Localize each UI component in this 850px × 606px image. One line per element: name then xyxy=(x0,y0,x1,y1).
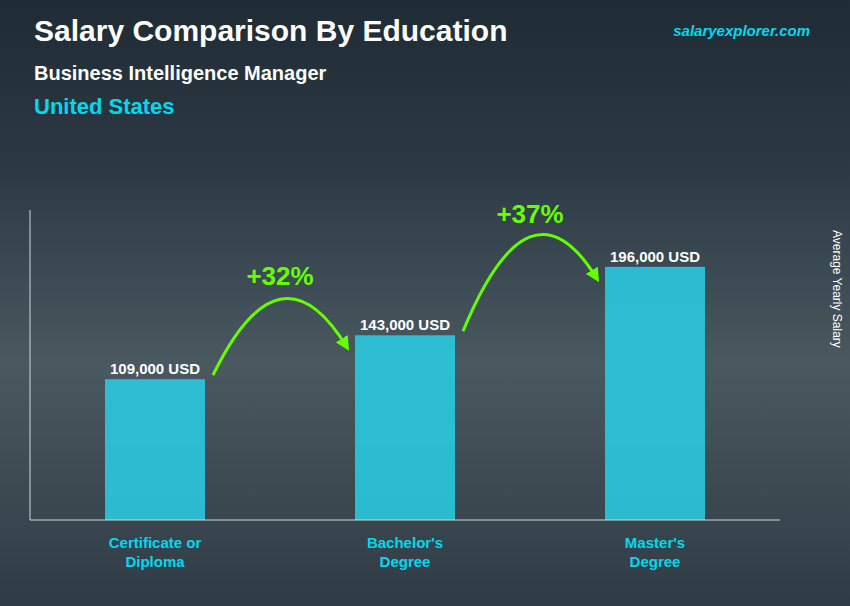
html-text:salaryexplorer.com: salaryexplorer.com xyxy=(673,22,810,39)
svg-text:+37%: +37% xyxy=(496,199,563,229)
svg-text:196,000 USD: 196,000 USD xyxy=(610,248,700,265)
svg-text:143,000 USD: 143,000 USD xyxy=(360,316,450,333)
svg-text:Bachelor'sDegree: Bachelor'sDegree xyxy=(367,534,443,570)
html-text:Salary Comparison By Education: Salary Comparison By Education xyxy=(34,14,508,47)
svg-text:+32%: +32% xyxy=(246,261,313,291)
html-text:United States: United States xyxy=(34,94,175,119)
html-text:Average Yearly Salary: Average Yearly Salary xyxy=(830,230,844,348)
svg-text:109,000 USD: 109,000 USD xyxy=(110,360,200,377)
html-text:Business Intelligence Manager: Business Intelligence Manager xyxy=(34,62,327,84)
svg-text:Certificate orDiploma: Certificate orDiploma xyxy=(109,534,202,570)
svg-text:Master'sDegree: Master'sDegree xyxy=(625,534,685,570)
